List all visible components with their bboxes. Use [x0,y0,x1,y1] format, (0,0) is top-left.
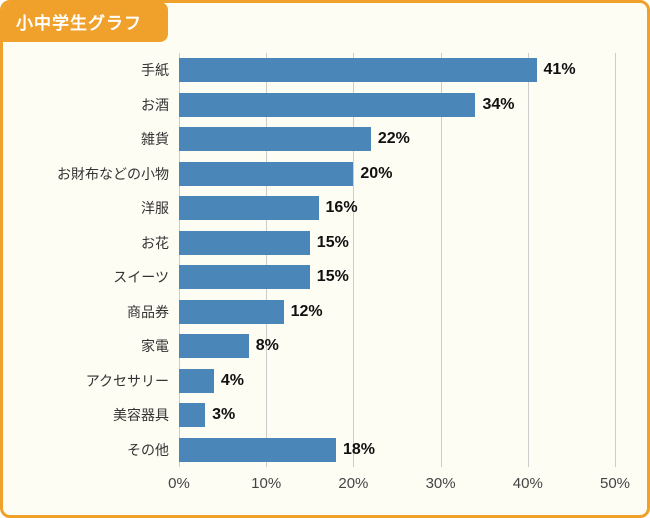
value-label: 41% [543,61,576,79]
x-tick-label: 30% [425,475,456,492]
value-label: 18% [342,440,375,458]
x-tick-label: 20% [338,475,369,492]
chart-row: 8% [179,329,615,364]
bar-chart: 手紙お酒雑貨お財布などの小物洋服お花スイーツ商品券家電アクセサリー美容器具その他… [11,53,630,505]
value-label: 34% [482,95,515,113]
bar [179,368,214,393]
bar [179,299,284,324]
chart-row: 3% [179,398,615,433]
category-axis: 手紙お酒雑貨お財布などの小物洋服お花スイーツ商品券家電アクセサリー美容器具その他 [11,53,179,505]
chart-row: 15% [179,260,615,295]
category-label: お財布などの小物 [57,165,169,182]
x-tick-label: 10% [251,475,282,492]
value-label: 12% [290,302,323,320]
category-label: アクセサリー [85,372,169,389]
chart-row: 15% [179,226,615,261]
x-tick-label: 0% [168,475,190,492]
category-label: 美容器具 [113,407,169,424]
value-label: 15% [316,233,349,251]
chart-row: 22% [179,122,615,157]
chart-row: 41% [179,53,615,88]
chart-row: 12% [179,295,615,330]
bar [179,403,206,428]
category-label: 手紙 [141,62,169,79]
page-title: 小中学生グラフ [3,3,168,42]
category-label: お酒 [141,96,169,113]
value-label: 3% [212,406,236,424]
bar [179,127,371,152]
x-tick-label: 40% [512,475,543,492]
bar [179,58,537,83]
bar [179,161,354,186]
bar [179,230,310,255]
category-label: スイーツ [113,269,169,286]
bar [179,196,319,221]
category-label: お花 [141,234,169,251]
category-label: 商品券 [127,303,169,320]
chart-row: 4% [179,364,615,399]
chart-row: 18% [179,433,615,468]
bar [179,437,336,462]
bar [179,92,476,117]
category-label: 家電 [141,338,169,355]
value-label: 4% [220,371,244,389]
gridline [440,53,442,467]
value-label: 16% [325,199,358,217]
chart-row: 16% [179,191,615,226]
x-tick-label: 50% [599,475,631,492]
chart-row: 34% [179,88,615,123]
category-label: 雑貨 [141,131,169,148]
gridline [615,53,616,467]
plot-area: 41% 34% 22% 20% 16% 15% 15% 12% 8% 4% 3% 18% 0% 10% 2… [168,53,630,505]
bars-region: 41% 34% 22% 20% 16% 15% 15% 12% 8% 4% 3% 18% [179,53,616,468]
value-label: 22% [377,130,410,148]
bar [179,265,310,290]
chart-row: 20% [179,157,615,192]
category-label: 洋服 [141,200,169,217]
value-label: 20% [360,164,393,182]
value-label: 8% [255,337,279,355]
gridline [527,53,529,467]
gridline [266,53,268,467]
x-axis: 0% 10% 20% 30% 40% 50% [168,475,630,505]
gridline [179,53,180,467]
bar [179,334,249,359]
gridline [353,53,355,467]
category-label: その他 [127,441,169,458]
value-label: 15% [316,268,349,286]
